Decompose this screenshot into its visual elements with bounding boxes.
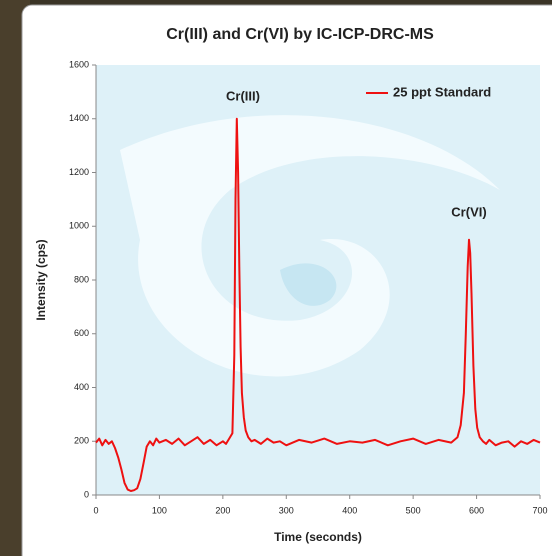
x-tick-label: 500 (406, 505, 421, 515)
x-tick-label: 300 (279, 505, 294, 515)
x-tick-label: 0 (93, 505, 98, 515)
y-tick-label: 1000 (69, 221, 89, 231)
x-tick-label: 600 (469, 505, 484, 515)
x-tick-label: 700 (532, 505, 547, 515)
y-tick-label: 1200 (69, 167, 89, 177)
chart-title: Cr(III) and Cr(VI) by IC-ICP-DRC-MS (166, 26, 434, 43)
y-tick-label: 400 (74, 382, 89, 392)
annotation: Cr(VI) (451, 204, 486, 219)
x-tick-label: 200 (215, 505, 230, 515)
y-tick-label: 800 (74, 274, 89, 284)
y-tick-label: 1600 (69, 59, 89, 69)
y-axis-label: Intensity (cps) (34, 239, 48, 320)
data-line (95, 117, 541, 492)
y-tick-label: 600 (74, 328, 89, 338)
y-tick-label: 1400 (69, 113, 89, 123)
x-axis-label: Time (seconds) (274, 530, 362, 544)
swirl (120, 115, 500, 377)
y-tick-label: 200 (74, 436, 89, 446)
x-tick-label: 400 (342, 505, 357, 515)
annotation: Cr(III) (226, 88, 260, 103)
swirl (280, 263, 337, 306)
x-tick-label: 100 (152, 505, 167, 515)
y-tick-label: 0 (84, 489, 89, 499)
legend-label: 25 ppt Standard (393, 84, 491, 99)
